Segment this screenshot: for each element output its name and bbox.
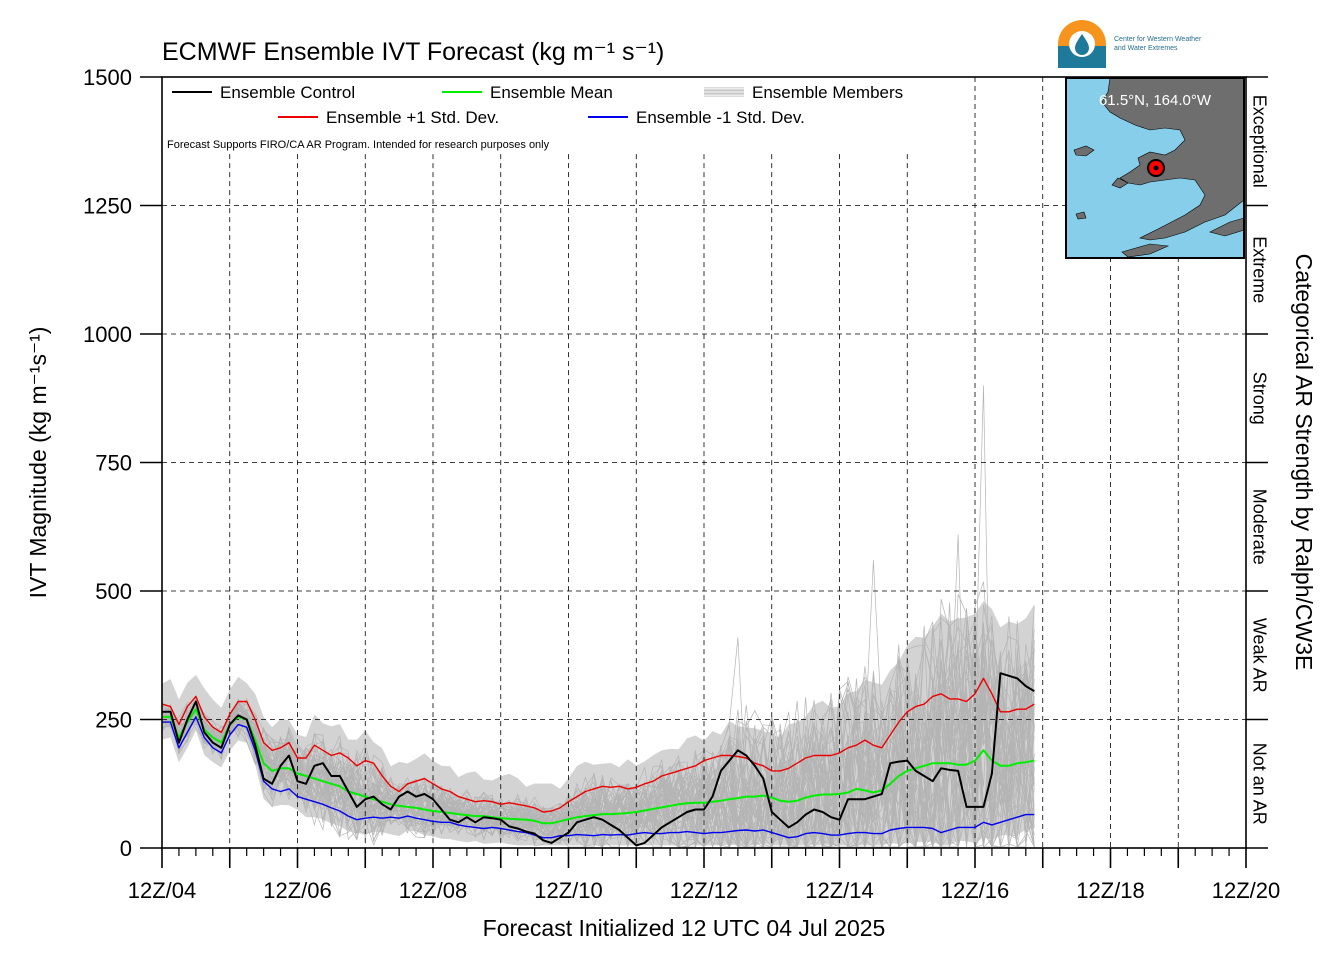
x-tick-label: 12Z/06 xyxy=(263,878,332,903)
ensemble-member-line xyxy=(162,677,1035,848)
x-axis-label: Forecast Initialized 12 UTC 04 Jul 2025 xyxy=(483,915,886,941)
plus-std-line xyxy=(161,677,1035,813)
x-tick-label: 12Z/20 xyxy=(1212,878,1281,903)
ensemble-member-line xyxy=(162,631,1035,848)
grid-group xyxy=(162,77,1246,848)
cw3e-logo: Center for Western Weather and Water Extr… xyxy=(1058,20,1202,68)
x-tick-label: 12Z/18 xyxy=(1076,878,1145,903)
ensemble-member-line xyxy=(162,618,1035,848)
logo-text-line2: and Water Extremes xyxy=(1114,45,1178,52)
y-tick-label: 1000 xyxy=(83,322,132,347)
y-tick-label: 0 xyxy=(120,836,132,861)
category-label: Not an AR xyxy=(1249,743,1269,825)
y-tick-label: 1500 xyxy=(83,65,132,90)
legend-mean-label: Ensemble Mean xyxy=(490,83,613,102)
x-tick-label: 12Z/12 xyxy=(670,878,739,903)
map-island xyxy=(1209,217,1244,237)
x-tick-label: 12Z/10 xyxy=(534,878,603,903)
y-tick-label: 1250 xyxy=(83,194,132,219)
logo-drop-icon xyxy=(1075,34,1089,55)
inset-map: 61.5°N, 164.0°W xyxy=(1065,77,1245,259)
legend-members-label: Ensemble Members xyxy=(752,83,903,102)
map-location-dot xyxy=(1153,165,1159,171)
y-axis-label: IVT Magnitude (kg m⁻¹s⁻¹) xyxy=(25,327,51,599)
right-axis-label: Categorical AR Strength by Ralph/CW3E xyxy=(1291,254,1317,671)
legend: Ensemble Control Ensemble Mean Ensemble Me… xyxy=(167,83,903,151)
ensemble-member-line xyxy=(162,650,1035,848)
map-land-group xyxy=(1073,78,1244,258)
chart-title: ECMWF Ensemble IVT Forecast (kg m⁻¹ s⁻¹) xyxy=(162,38,664,66)
legend-plus-std-label: Ensemble +1 Std. Dev. xyxy=(326,108,499,127)
map-land-cape xyxy=(1111,177,1129,189)
y-tick-label: 750 xyxy=(95,451,132,476)
logo-text-line1: Center for Western Weather xyxy=(1114,36,1202,43)
category-label: Weak AR xyxy=(1249,618,1269,693)
x-tick-label: 12Z/14 xyxy=(805,878,874,903)
category-label: Moderate xyxy=(1249,489,1269,565)
map-frame xyxy=(1065,77,1245,259)
x-tick-label: 12Z/08 xyxy=(399,878,468,903)
category-label: Exceptional xyxy=(1249,95,1269,188)
legend-control-label: Ensemble Control xyxy=(220,83,355,102)
control-line xyxy=(162,672,1035,847)
disclaimer-note: Forecast Supports FIRO/CA AR Program. In… xyxy=(167,139,550,151)
minus-std-line xyxy=(162,716,1035,839)
ensemble-member-line xyxy=(162,646,1035,848)
map-land-mainland xyxy=(1101,78,1244,241)
category-label: Extreme xyxy=(1249,236,1269,303)
map-island xyxy=(1121,243,1170,258)
x-tick-label: 12Z/16 xyxy=(941,878,1010,903)
map-island xyxy=(1075,211,1087,220)
legend-minus-std-label: Ensemble -1 Std. Dev. xyxy=(636,108,805,127)
category-label: Strong xyxy=(1249,372,1269,425)
map-coordinate-label: 61.5°N, 164.0°W xyxy=(1099,92,1212,109)
y-tick-label: 250 xyxy=(95,708,132,733)
y-tick-label: 500 xyxy=(95,579,132,604)
x-tick-label: 12Z/04 xyxy=(128,878,197,903)
map-island xyxy=(1073,145,1095,157)
ensemble-member-line xyxy=(162,604,1035,848)
mean-line xyxy=(162,708,1035,825)
